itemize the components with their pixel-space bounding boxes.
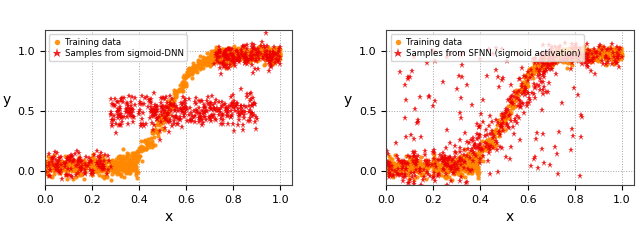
Training data [449,179,456,181]
Training data [193,69,200,72]
Samples from SFNN (sigmoid activation) [556,55,564,58]
Samples from SFNN (sigmoid activation) [561,41,568,44]
Samples from SFNN (sigmoid activation) [430,157,438,160]
Training data [256,45,264,47]
Training data [547,64,555,66]
Training data [143,148,150,150]
Line: Training data: Training data [43,44,282,182]
Samples from sigmoid-DNN [234,52,242,55]
Training data [583,48,591,51]
Legend: Training data, Samples from SFNN (sigmoid activation): Training data, Samples from SFNN (sigmoi… [390,34,584,61]
Training data [107,179,115,181]
X-axis label: x: x [506,210,514,224]
Training data [262,54,270,57]
Samples from SFNN (sigmoid activation) [576,174,584,177]
Samples from sigmoid-DNN [268,59,275,62]
Training data [484,148,492,150]
Legend: Training data, Samples from sigmoid-DNN: Training data, Samples from sigmoid-DNN [49,34,187,61]
Training data [70,168,78,170]
Y-axis label: y: y [344,93,352,107]
Line: Training data: Training data [385,44,624,182]
Line: Samples from SFNN (sigmoid activation): Samples from SFNN (sigmoid activation) [383,39,625,191]
Samples from SFNN (sigmoid activation) [475,137,483,140]
X-axis label: x: x [164,210,173,224]
Training data [534,69,541,72]
Samples from SFNN (sigmoid activation) [513,115,520,118]
Line: Samples from sigmoid-DNN: Samples from sigmoid-DNN [42,29,284,182]
Samples from sigmoid-DNN [129,109,136,112]
Samples from SFNN (sigmoid activation) [511,117,519,120]
Training data [241,48,249,51]
Training data [418,167,426,170]
Training data [597,45,605,47]
Samples from sigmoid-DNN [198,124,206,126]
Samples from sigmoid-DNN [58,177,65,180]
Samples from sigmoid-DNN [262,31,269,34]
Samples from sigmoid-DNN [171,109,179,112]
Samples from SFNN (sigmoid activation) [488,120,495,123]
Training data [76,167,84,170]
Y-axis label: y: y [2,93,10,107]
Samples from sigmoid-DNN [51,156,58,159]
Samples from SFNN (sigmoid activation) [420,168,428,171]
Samples from sigmoid-DNN [276,45,284,48]
Training data [204,63,211,66]
Training data [412,168,420,170]
Samples from SFNN (sigmoid activation) [393,186,401,189]
Samples from sigmoid-DNN [249,97,257,100]
Training data [206,64,214,66]
Training data [604,54,611,57]
Training data [545,63,552,66]
